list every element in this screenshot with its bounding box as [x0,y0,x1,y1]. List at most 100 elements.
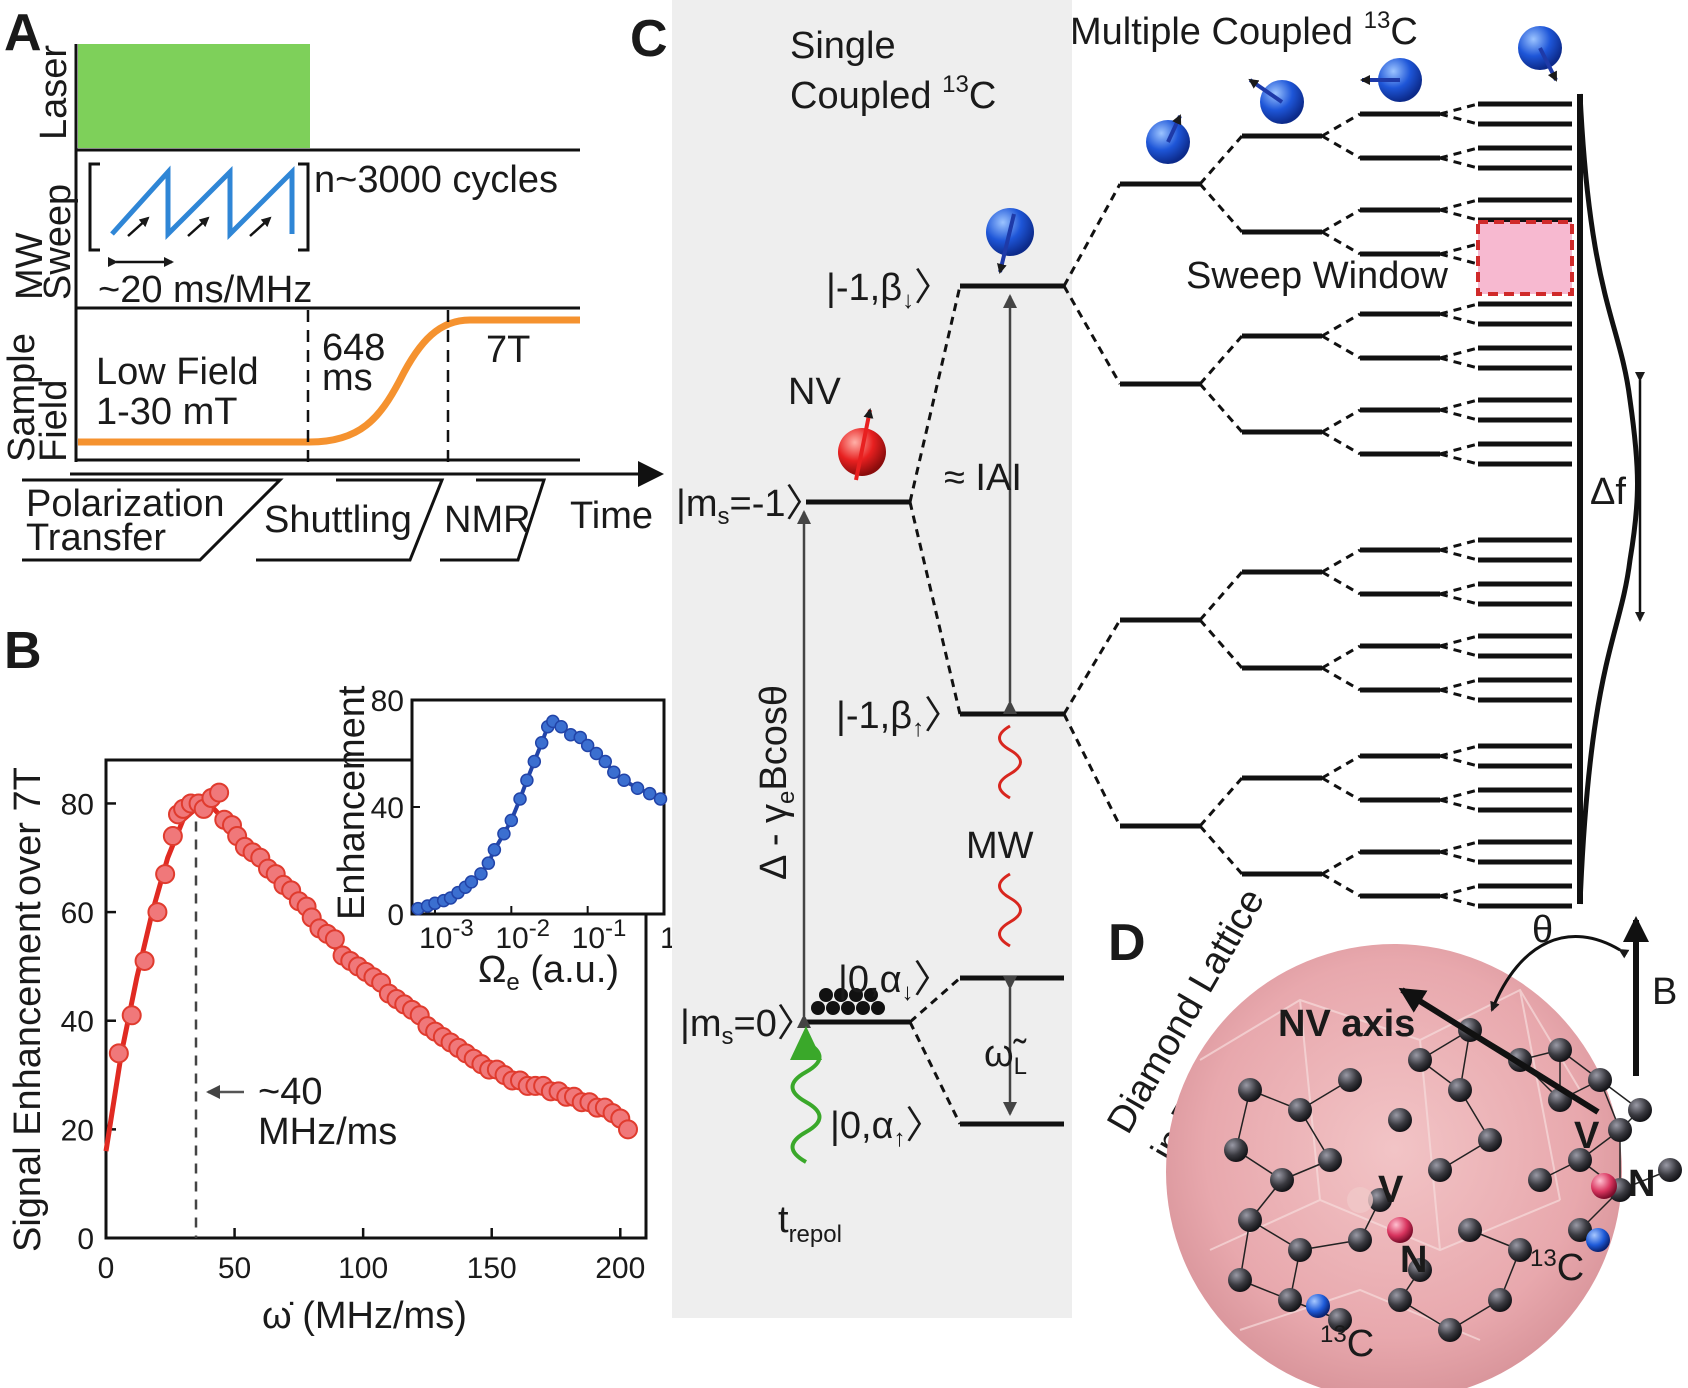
splitting-connector [1321,230,1361,256]
theta-label: θ [1532,909,1553,951]
splitting-connector [1321,134,1361,160]
inset-data-point [630,781,645,796]
phase-box-polarization [22,478,284,562]
row-label-sweep: Sweep [37,184,79,300]
splitting-connector [1198,619,1244,669]
splitting-connector [1439,788,1479,802]
splitting-connector [1321,644,1361,670]
splitting-connector [1321,334,1361,360]
carbon-atom [1238,1208,1262,1232]
splitting-connector [1439,744,1479,758]
y-tick-label: 60 [61,897,94,930]
ket-minus1-beta-down: |-1,β↓〉 [826,267,952,314]
carbon-atom [1448,1078,1472,1102]
panel-c: C Single Coupled 13C Multiple Coupled 13… [630,0,1645,1318]
splitting-connector [1439,302,1479,316]
carbon-atom [1224,1138,1248,1162]
diamond-lattice [1224,1018,1682,1342]
time-label: Time [570,495,653,537]
panel-b-label: B [4,622,42,680]
laser-arrowhead [790,1026,822,1060]
carbon-atom [1388,1288,1412,1312]
laser-pulse [78,44,310,148]
mw-wave-lower [998,872,1022,948]
sweep-rate-label: ~20 ms/MHz [98,269,312,311]
c13-atom [1586,1228,1610,1252]
nuclear-spin-arrow [1248,78,1284,104]
splitting-connector [1439,644,1479,658]
t-repol-label: trepol [778,1199,842,1248]
y-tick-label: 0 [77,1223,94,1256]
main-data-point [155,864,176,885]
splitting-connector [1439,754,1479,768]
panel-a-label: A [4,4,42,62]
splitting-connector [1439,442,1479,456]
carbon-atom [1238,1078,1262,1102]
splitting-connector [1439,312,1479,326]
main-plot-frame [104,758,648,1240]
splitting-connector [1198,777,1244,827]
linewidth-label: Δf [1590,471,1626,513]
carbon-atom [1478,1128,1502,1152]
carbon-atom [1318,1148,1342,1172]
splitting-connector [1439,688,1479,702]
main-data-point [108,1043,129,1064]
panel-d-label: D [1108,914,1146,972]
carbon-atom [1488,1288,1512,1312]
single-splitting-lines [908,285,962,1125]
optimal-rate-value: ~40 [258,1071,322,1113]
main-data-point [618,1119,638,1140]
carbon-atom [1408,1258,1432,1282]
splitting-connector [1439,592,1479,606]
single-coupled-title-2: Coupled 13C [790,71,996,117]
carbon-atom [1428,1158,1452,1182]
main-data-point [147,902,168,923]
vacancy-label-2: V [1378,1169,1404,1211]
splitting-connector [1439,208,1479,222]
b-field-label: B [1652,971,1677,1013]
splitting-connector [1062,619,1122,715]
ket-0-alpha-down: |0,α↓〉 [838,959,952,1006]
nv-axis-arrow [1398,987,1600,1115]
carbon-atom [1508,1238,1532,1262]
splitting-connector [1439,242,1479,256]
inset-data-point [589,746,604,761]
y-tick-label: 40 [61,1006,94,1039]
carbon-atom [1528,1168,1552,1192]
phase-shuttling: Shuttling [264,499,412,541]
panel-c-label: C [630,10,668,68]
carbon-atom [1278,1288,1302,1312]
particle-facets [1199,988,1581,1341]
inset-data-point [513,792,527,806]
nitrogen-atom [1591,1173,1617,1199]
inset-data-point [497,827,511,841]
splitting-connector [1439,678,1479,692]
row-label-mw: MW [9,232,51,300]
inset-x-tick-label: 10-2 [495,915,550,955]
main-data-point [121,1005,142,1026]
zeeman-label: Δ - γeBcosθ [753,685,800,880]
carbon-atom [1348,1228,1372,1252]
splitting-tree [1062,26,1572,909]
low-field-label: Low Field [96,351,259,393]
nv-axis-label: NV axis [1278,1003,1415,1045]
inset-data-points [411,714,668,916]
inset-data-point [474,867,488,881]
vacancy-site [1347,1187,1373,1213]
x-tick-label: 100 [338,1252,388,1285]
x-tick-label: 150 [467,1252,517,1285]
row-label-sample: Sample [1,333,43,462]
phase-polarization-2: Transfer [26,517,166,559]
inset-data-point [527,754,542,769]
main-data-point [324,929,345,950]
inset-data-point [598,754,613,769]
larmor-label: ω̃L [984,1033,1027,1080]
carbon-atom [1338,1068,1362,1092]
hyperfine-label: ≈ IAI [944,457,1022,499]
main-data-point [209,782,230,803]
splitting-connector [1321,754,1361,780]
x-tick-label: 0 [98,1252,115,1285]
laser-wave [790,1040,822,1164]
main-data-point [134,950,155,971]
carbon-atom [1628,1098,1652,1122]
